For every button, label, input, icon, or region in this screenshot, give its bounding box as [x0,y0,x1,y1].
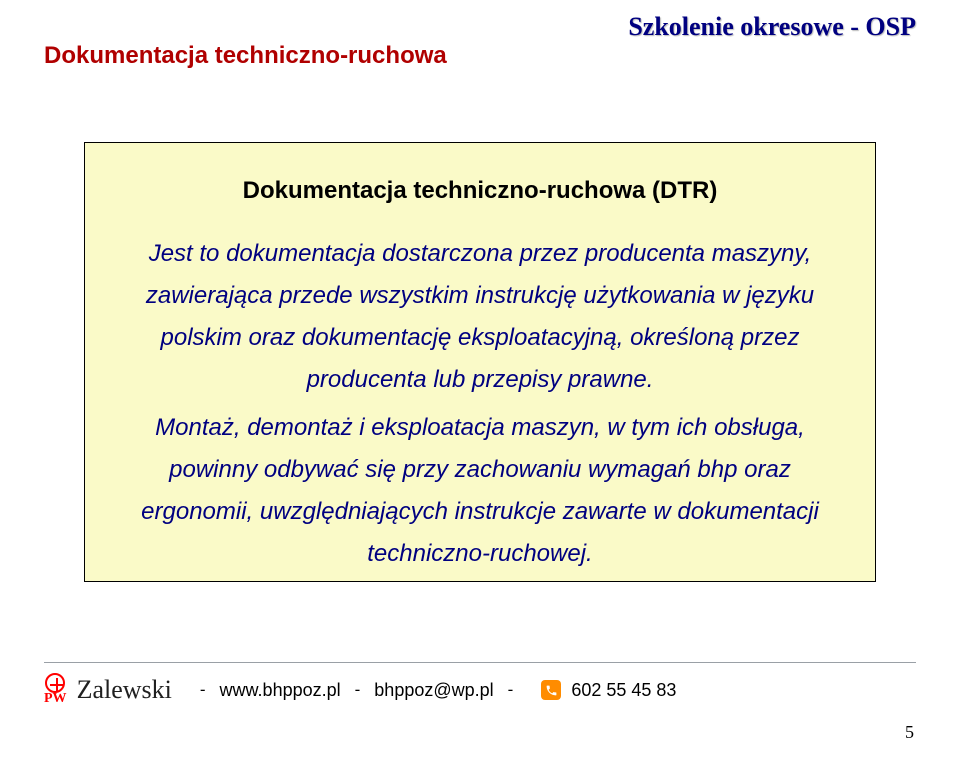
pw-logo: PW [44,673,67,707]
separator-3: - [508,680,514,700]
pw-logo-icon [45,673,65,693]
footer-email: bhppoz@wp.pl [374,680,493,701]
separator-1: - [200,680,206,700]
phone-icon [541,680,561,700]
phone-icon-svg [545,684,558,697]
footer-bar: PW Zalewski - www.bhppoz.pl - bhppoz@wp.… [44,662,916,707]
separator-2: - [355,680,361,700]
content-body: Jest to dokumentacja dostarczona przez p… [113,233,847,575]
footer-phone: 602 55 45 83 [571,680,676,701]
header-training-title: Szkolenie okresowe - OSP [628,12,916,42]
pw-logo-label: PW [44,691,67,707]
content-paragraph-1: Jest to dokumentacja dostarczona przez p… [113,233,847,401]
footer-url: www.bhppoz.pl [220,680,341,701]
content-paragraph-2: Montaż, demontaż i eksploatacja maszyn, … [113,407,847,575]
signature: Zalewski [77,675,172,705]
content-panel: Dokumentacja techniczno-ruchowa (DTR) Je… [84,142,876,582]
content-title: Dokumentacja techniczno-ruchowa (DTR) [113,177,847,205]
document-page: Szkolenie okresowe - OSP Dokumentacja te… [0,0,960,763]
page-number: 5 [905,722,914,743]
header-section-title: Dokumentacja techniczno-ruchowa [44,42,447,70]
